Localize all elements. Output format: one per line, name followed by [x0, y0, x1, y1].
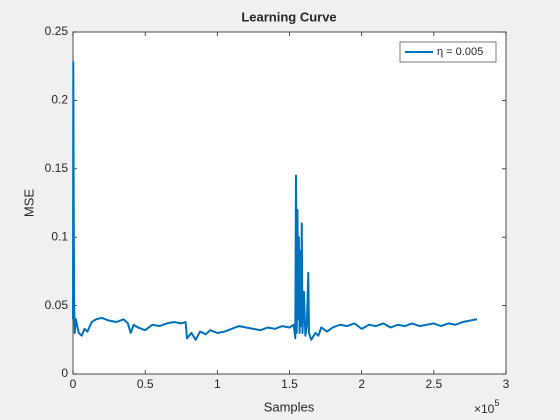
- plot-area: [73, 32, 506, 374]
- x-tick-label: 1: [214, 377, 221, 391]
- x-tick-label: 1.5: [281, 377, 298, 391]
- x-multiplier-exponent: 5: [494, 398, 499, 408]
- x-tick-label: 0.5: [137, 377, 154, 391]
- y-tick-label: 0.05: [45, 298, 69, 312]
- x-tick-label: 3: [503, 377, 510, 391]
- x-multiplier: ×105: [474, 398, 499, 416]
- x-multiplier-base: ×10: [474, 402, 495, 416]
- y-axis-label: MSE: [21, 189, 36, 218]
- x-tick-label: 0: [70, 377, 77, 391]
- y-tick-label: 0.15: [45, 161, 69, 175]
- y-tick-label: 0.1: [51, 229, 68, 243]
- x-tick-label: 2.5: [425, 377, 442, 391]
- legend-label: η = 0.005: [437, 46, 483, 58]
- data-line: [72, 61, 478, 341]
- x-axis-label: Samples: [264, 399, 315, 414]
- y-tick-label: 0.2: [51, 93, 68, 107]
- y-tick-label: 0: [61, 366, 68, 380]
- y-tick-label: 0.25: [45, 24, 69, 38]
- chart-title: Learning Curve: [241, 9, 336, 24]
- x-tick-label: 2: [358, 377, 365, 391]
- legend-box: [399, 41, 497, 63]
